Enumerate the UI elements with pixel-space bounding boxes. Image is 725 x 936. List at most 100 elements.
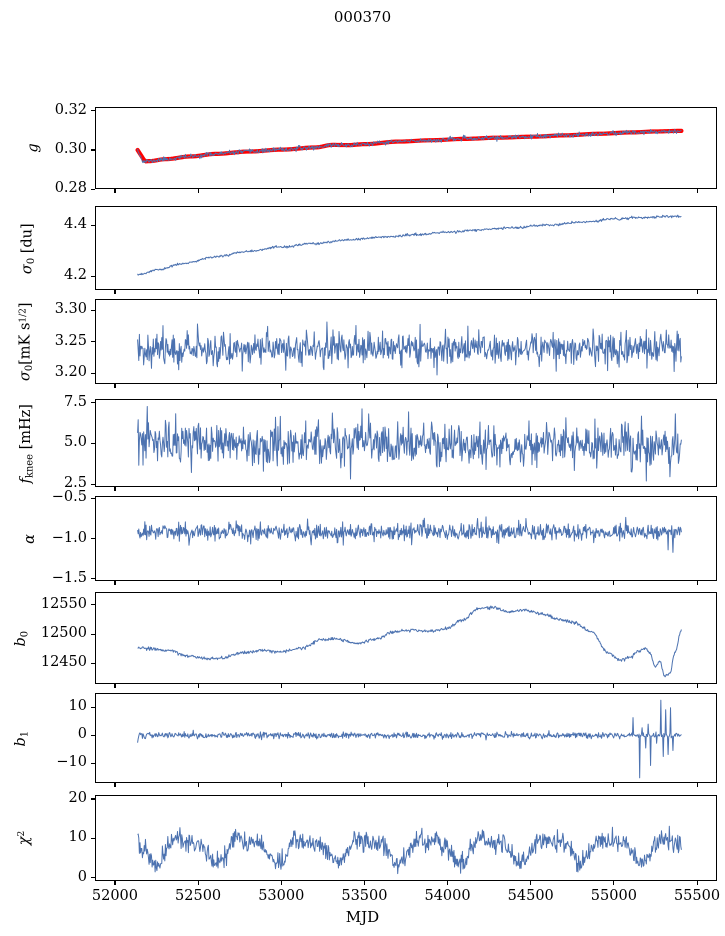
y-tick-label-f_knee-0: 2.5 [63,475,87,492]
y-tick-label-b1-0: −10 [56,754,87,771]
y-tick-sigma0_mK-2 [91,309,95,311]
y-tick-label-g-1: 0.30 [54,140,87,157]
y-tick-alpha-2 [91,497,95,499]
x-tick-g-7 [696,189,698,193]
x-tick-b1-2 [280,783,282,787]
series-plot-b1 [137,699,682,779]
x-tick-b1-7 [696,783,698,787]
fit-line-red [135,128,684,164]
x-tick-b0-3 [363,684,366,688]
y-tick-label-b1-1: 0 [77,726,87,743]
x-tick-sigma0_mK-4 [447,384,449,388]
x-tick-label-4: 54000 [424,888,471,904]
x-tick-g-2 [280,189,282,193]
series-plot-sigma0_mK [137,321,682,376]
x-tick-b1-3 [363,783,366,787]
y-tick-label-alpha-0: −1.5 [51,569,87,586]
y-tick-label-sigma0_mK-0: 3.20 [54,364,87,381]
series-plot-b0 [137,605,682,678]
x-tick-alpha-7 [696,581,698,585]
plot-panel-alpha [95,496,717,581]
x-tick-sigma0_mK-0 [114,384,116,388]
x-tick-label-6: 55000 [590,888,637,904]
x-tick-label-1: 52500 [175,888,222,904]
y-tick-chi2-0 [91,877,95,879]
y-tick-alpha-1 [91,538,95,540]
y-tick-label-sigma0_mK-2: 3.30 [54,301,87,318]
x-tick-sigma0_du-2 [280,290,282,294]
x-tick-label-3: 53500 [341,888,388,904]
data-line-alpha [137,516,682,553]
x-tick-chi2-4 [447,881,449,885]
y-tick-label-b0-0: 12450 [40,654,87,671]
x-tick-chi2-3 [363,881,366,885]
y-axis-label-b0: b0 [13,630,31,647]
y-tick-g-2 [91,110,95,112]
y-tick-label-chi2-2: 20 [68,789,87,806]
series-plot-g [135,128,684,164]
plot-panel-b0 [95,592,717,684]
y-tick-b0-0 [91,662,95,665]
x-tick-b1-4 [447,783,449,787]
x-tick-chi2-0 [114,881,116,885]
y-tick-label-f_knee-1: 5.0 [63,434,87,451]
plot-panel-f_knee [95,399,717,487]
plot-panel-sigma0_mK [95,299,717,384]
x-tick-alpha-4 [447,581,449,585]
x-tick-alpha-2 [280,581,282,585]
data-line-chi2 [137,825,682,875]
data-line-sigma0_mK [137,321,682,376]
series-plot-f_knee [137,406,682,482]
series-plot-alpha [137,516,682,553]
y-tick-label-g-2: 0.32 [54,101,87,118]
x-tick-alpha-1 [197,581,199,585]
x-tick-b1-1 [197,783,199,787]
x-tick-b1-5 [530,783,532,787]
x-tick-sigma0_du-6 [613,290,615,294]
x-tick-label-7: 55500 [673,888,721,904]
y-tick-sigma0_du-0 [91,275,95,277]
x-tick-f_knee-0 [114,487,116,491]
y-tick-b1-1 [91,734,95,736]
x-tick-b0-1 [197,684,199,688]
x-tick-chi2-1 [197,881,199,885]
x-tick-alpha-0 [114,581,116,585]
x-tick-sigma0_du-4 [447,290,449,294]
x-tick-g-5 [530,189,532,193]
x-tick-sigma0_du-0 [114,290,116,294]
series-plot-sigma0_du [137,214,682,276]
y-tick-label-sigma0_du-1: 4.4 [63,216,87,233]
y-tick-sigma0_mK-1 [91,341,95,343]
x-axis-label: MJD [345,908,380,926]
x-tick-alpha-3 [363,581,366,585]
y-tick-label-sigma0_du-0: 4.2 [63,267,87,283]
x-tick-sigma0_mK-6 [613,384,615,388]
x-tick-f_knee-2 [280,487,282,491]
y-tick-b1-0 [91,762,95,764]
x-tick-b0-5 [530,684,532,688]
x-tick-sigma0_du-5 [530,290,532,294]
x-tick-f_knee-1 [197,487,199,491]
x-tick-sigma0_mK-2 [280,384,282,388]
x-tick-label-5: 54500 [507,888,554,904]
x-tick-label-0: 52000 [91,888,139,904]
y-tick-b0-2 [91,604,95,606]
x-tick-sigma0_du-7 [696,290,698,294]
y-tick-label-b0-2: 12550 [40,595,87,612]
x-tick-chi2-2 [280,881,282,885]
y-tick-g-1 [91,149,95,151]
y-tick-label-chi2-1: 10 [68,829,87,846]
x-tick-sigma0_mK-7 [696,384,698,388]
plot-panel-chi2 [95,795,717,881]
plot-panel-g [95,107,717,189]
y-axis-label-sigma0_mK: σ0[mK s1/2] [17,302,35,382]
y-tick-label-b1-2: 10 [68,698,87,715]
x-tick-g-6 [613,189,615,193]
x-tick-b0-0 [114,684,116,688]
y-axis-label-g: g [25,143,42,153]
plot-panel-sigma0_du [95,206,717,290]
data-line-sigma0_du [137,214,682,276]
x-tick-sigma0_mK-3 [363,384,366,388]
y-tick-label-b0-1: 12500 [40,625,87,642]
